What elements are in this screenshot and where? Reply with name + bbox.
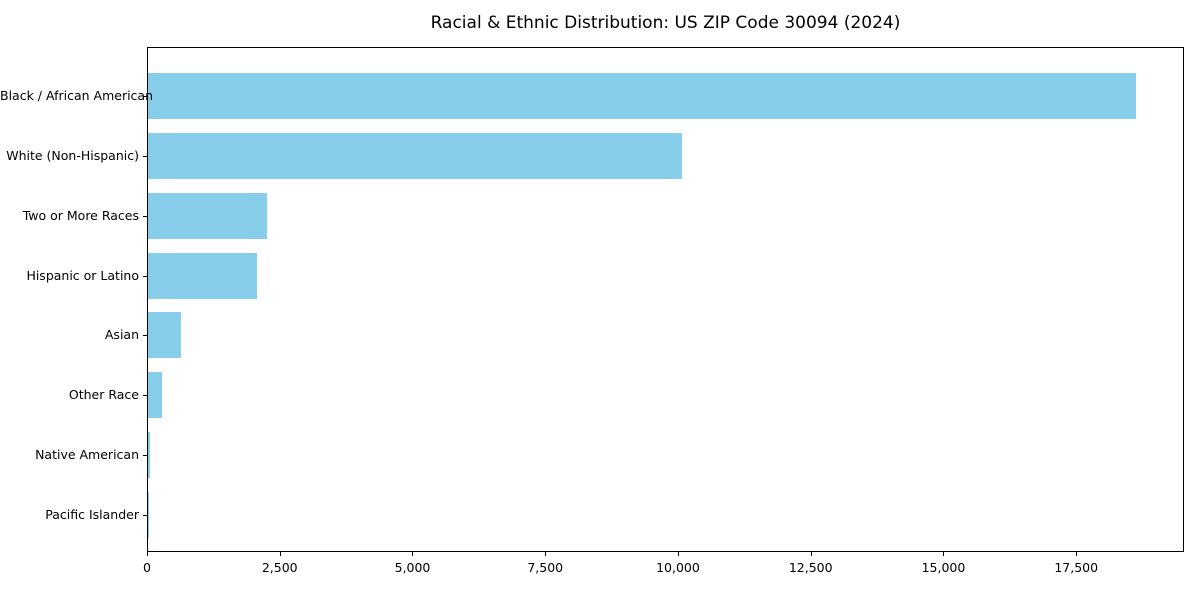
y-tick-mark: [143, 455, 147, 457]
x-tick-label: 10,000: [656, 560, 700, 575]
y-tick-label: Two or More Races: [22, 207, 139, 223]
y-tick-mark: [143, 514, 147, 516]
x-tick-mark: [677, 552, 679, 556]
x-tick-mark: [147, 552, 148, 556]
bar: [148, 432, 150, 479]
bar: [148, 372, 162, 419]
y-tick-mark: [143, 275, 147, 277]
x-tick-mark: [943, 552, 945, 556]
x-tick-label: 7,500: [527, 560, 564, 575]
y-tick-mark: [143, 96, 147, 97]
y-tick-mark: [143, 395, 147, 397]
plot-area: [147, 47, 1184, 552]
x-tick-label: 17,500: [1054, 560, 1099, 575]
y-tick-label: Asian: [104, 327, 139, 343]
y-tick-label: White (Non-Hispanic): [6, 147, 139, 163]
y-tick-label: Pacific Islander: [45, 506, 139, 522]
y-tick-mark: [143, 155, 147, 157]
x-tick-label: 15,000: [921, 560, 966, 575]
x-tick-label: 0: [143, 560, 151, 575]
y-tick-label: Hispanic or Latino: [26, 267, 139, 283]
y-tick-label: Black / African American: [0, 88, 154, 103]
bar: [148, 312, 181, 359]
x-tick-label: 12,500: [788, 560, 833, 575]
x-tick-label: 2,500: [261, 560, 298, 575]
bar: [148, 252, 258, 299]
x-tick-mark: [810, 552, 812, 556]
x-tick-mark: [412, 552, 414, 556]
x-tick-label: 5,000: [394, 560, 431, 575]
bar: [148, 73, 1136, 119]
x-tick-mark: [279, 552, 281, 556]
x-tick-mark: [545, 552, 547, 556]
bar: [148, 132, 682, 179]
bar: [148, 491, 149, 538]
chart-title: Racial & Ethnic Distribution: US ZIP Cod…: [430, 13, 901, 33]
y-tick-label: Other Race: [68, 387, 139, 403]
y-tick-mark: [143, 215, 147, 217]
x-tick-mark: [1076, 552, 1078, 556]
y-tick-label: Native American: [35, 447, 139, 463]
bar: [148, 192, 268, 239]
y-tick-mark: [143, 335, 147, 337]
